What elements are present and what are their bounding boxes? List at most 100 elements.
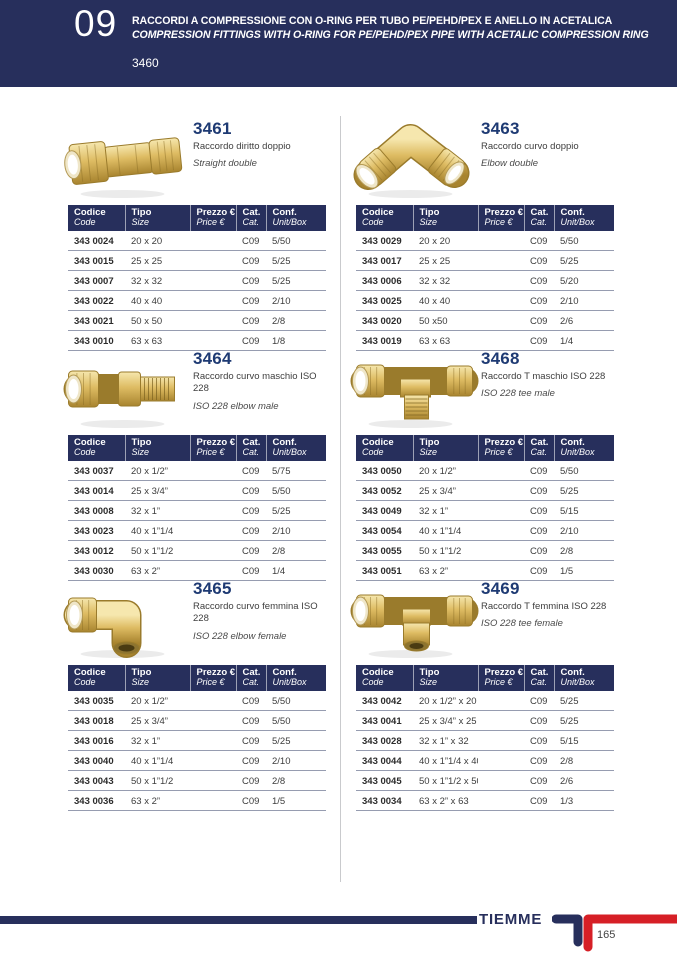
cell-price bbox=[478, 750, 524, 772]
cell-size: 50 x50 bbox=[413, 310, 478, 332]
cell-conf: 5/15 bbox=[554, 730, 614, 752]
cell-code: 343 0042 bbox=[356, 691, 413, 712]
cell-conf: 5/25 bbox=[266, 500, 326, 522]
tiemme-pipe-logo-icon bbox=[552, 914, 677, 952]
cell-price bbox=[478, 231, 524, 252]
column-header-codice: Codice Code bbox=[356, 435, 413, 462]
cell-conf: 5/25 bbox=[266, 250, 326, 272]
cell-size: 63 x 2” bbox=[125, 790, 190, 812]
cell-conf: 2/6 bbox=[554, 310, 614, 332]
cell-price bbox=[478, 290, 524, 312]
column-header-cat: Cat. Cat. bbox=[235, 665, 266, 692]
table-row: 343 0019 63 x 63 C09 1/4 bbox=[356, 330, 614, 352]
cell-conf: 5/50 bbox=[266, 231, 326, 252]
cell-conf: 2/10 bbox=[266, 520, 326, 542]
cell-size: 20 x 1/2” bbox=[125, 691, 190, 712]
cell-conf: 1/4 bbox=[266, 560, 326, 582]
cell-size: 50 x 1”1/2 bbox=[125, 540, 190, 562]
table-header-row: Codice Code Tipo Size Prezzo € Price € Cat.… bbox=[68, 665, 326, 692]
cell-cat: C09 bbox=[236, 520, 266, 542]
cell-price bbox=[478, 461, 524, 482]
cell-conf: 2/8 bbox=[266, 540, 326, 562]
table-row: 343 0018 25 x 3/4” C09 5/50 bbox=[68, 710, 326, 732]
table-row: 343 0036 63 x 2” C09 1/5 bbox=[68, 790, 326, 812]
cell-price bbox=[478, 310, 524, 332]
cell-cat: C09 bbox=[524, 330, 554, 352]
product-name-english: Straight double bbox=[193, 158, 257, 170]
column-header-tipo: Tipo Size bbox=[412, 665, 478, 692]
column-header-tipo: Tipo Size bbox=[124, 435, 190, 462]
cell-size: 63 x 63 bbox=[125, 330, 190, 352]
cell-cat: C09 bbox=[236, 691, 266, 712]
product-name-english: ISO 228 tee female bbox=[481, 618, 563, 630]
cell-cat: C09 bbox=[524, 710, 554, 732]
cell-price bbox=[190, 710, 236, 732]
product-card: 3464 Raccordo curvo maschio ISO 228 ISO … bbox=[60, 343, 326, 582]
cell-price bbox=[190, 750, 236, 772]
cell-cat: C09 bbox=[524, 270, 554, 292]
column-header-codice: Codice Code bbox=[356, 205, 413, 232]
table-header-row: Codice Code Tipo Size Prezzo € Price € Cat.… bbox=[68, 205, 326, 232]
table-row: 343 0010 63 x 63 C09 1/8 bbox=[68, 330, 326, 352]
cell-code: 343 0050 bbox=[356, 461, 413, 482]
product-table: Codice Code Tipo Size Prezzo € Price € Cat.… bbox=[68, 205, 326, 352]
table-row: 343 0008 32 x 1” C09 5/25 bbox=[68, 500, 326, 522]
cell-cat: C09 bbox=[524, 730, 554, 752]
cell-cat: C09 bbox=[524, 540, 554, 562]
cell-code: 343 0041 bbox=[356, 710, 413, 732]
cell-conf: 1/5 bbox=[554, 560, 614, 582]
cell-size: 32 x 1” x 32 bbox=[413, 730, 478, 752]
cell-cat: C09 bbox=[524, 310, 554, 332]
cell-code: 343 0022 bbox=[68, 290, 125, 312]
column-header-cat: Cat. Cat. bbox=[523, 205, 554, 232]
table-row: 343 0024 20 x 20 C09 5/50 bbox=[68, 231, 326, 252]
cell-conf: 1/8 bbox=[266, 330, 326, 352]
product-model: 3461 bbox=[193, 119, 232, 138]
cell-code: 343 0036 bbox=[68, 790, 125, 812]
cell-conf: 5/50 bbox=[266, 691, 326, 712]
cell-price bbox=[478, 790, 524, 812]
cell-conf: 5/15 bbox=[554, 500, 614, 522]
elbow-double-fitting bbox=[348, 113, 481, 201]
cell-size: 32 x 1” bbox=[413, 500, 478, 522]
table-row: 343 0007 32 x 32 C09 5/25 bbox=[68, 270, 326, 292]
cell-code: 343 0035 bbox=[68, 691, 125, 712]
cell-code: 343 0037 bbox=[68, 461, 125, 482]
product-name-italian: Raccordo T femmina ISO 228 bbox=[481, 601, 607, 612]
cell-price bbox=[190, 290, 236, 312]
footer-bar bbox=[0, 916, 477, 924]
cell-code: 343 0021 bbox=[68, 310, 125, 332]
cell-conf: 5/25 bbox=[266, 270, 326, 292]
cell-code: 343 0028 bbox=[356, 730, 413, 752]
cell-size: 50 x 1”1/2 bbox=[125, 770, 190, 792]
table-row: 343 0035 20 x 1/2” C09 5/50 bbox=[68, 691, 326, 712]
page-header: 09 RACCORDI A COMPRESSIONE CON O-RING PE… bbox=[0, 0, 677, 87]
cell-cat: C09 bbox=[236, 730, 266, 752]
cell-code: 343 0045 bbox=[356, 770, 413, 792]
table-row: 343 0029 20 x 20 C09 5/50 bbox=[356, 231, 614, 252]
cell-conf: 2/10 bbox=[266, 290, 326, 312]
column-header-cat: Cat. Cat. bbox=[235, 435, 266, 462]
cell-code: 343 0014 bbox=[68, 480, 125, 502]
cell-code: 343 0006 bbox=[356, 270, 413, 292]
table-row: 343 0043 50 x 1”1/2 C09 2/8 bbox=[68, 770, 326, 792]
cell-price bbox=[478, 540, 524, 562]
table-row: 343 0028 32 x 1” x 32 C09 5/15 bbox=[356, 730, 614, 752]
cell-size: 63 x 2” bbox=[125, 560, 190, 582]
table-row: 343 0054 40 x 1”1/4 C09 2/10 bbox=[356, 520, 614, 542]
cell-size: 25 x 3/4” bbox=[413, 480, 478, 502]
tiemme-brand-logo: TIEMME bbox=[479, 911, 543, 928]
column-header-conf: Conf. Unit/Box bbox=[553, 435, 614, 462]
column-header-prezzo: Prezzo € Price € bbox=[477, 435, 524, 462]
product-table: Codice Code Tipo Size Prezzo € Price € Cat.… bbox=[68, 665, 326, 812]
cell-conf: 5/20 bbox=[554, 270, 614, 292]
cell-code: 343 0051 bbox=[356, 560, 413, 582]
column-header-tipo: Tipo Size bbox=[412, 205, 478, 232]
table-row: 343 0049 32 x 1” C09 5/15 bbox=[356, 500, 614, 522]
cell-size: 63 x 2” bbox=[413, 560, 478, 582]
tee-male-fitting bbox=[348, 343, 481, 431]
cell-size: 20 x 1/2” x 20 bbox=[413, 691, 478, 712]
cell-cat: C09 bbox=[236, 770, 266, 792]
cell-size: 50 x 1”1/2 bbox=[413, 540, 478, 562]
